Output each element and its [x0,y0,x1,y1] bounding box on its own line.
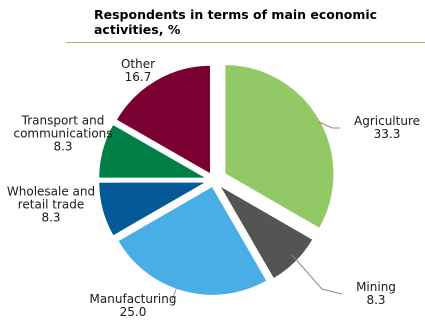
slice-category-label: Other [121,57,155,71]
chart-title: Respondents in terms of main economic ac… [94,7,378,37]
pie-slice-other [114,63,212,177]
title-divider [66,42,425,43]
slice-category-label: Mining [356,280,396,294]
slice-value-label: 16.7 [125,70,152,84]
slice-value-label: 25.0 [120,305,147,319]
pie-slice-wholesale-and-retail-trade [97,180,212,238]
pie-slice-manufacturing [115,184,269,297]
slice-value-label: 33.3 [374,127,401,141]
slice-category-label: Manufacturing [90,292,177,306]
leader-line-agriculture [318,121,340,129]
leader-line-mining [291,254,343,295]
pie-slice-agriculture [223,62,336,231]
slice-value-label: 8.3 [41,211,60,225]
slice-category-label: Agriculture [354,114,420,128]
slice-category-label: Transport and [21,114,105,128]
slice-category-label: Wholesale and [7,185,95,199]
pie-slice-transport-and-communications [97,122,212,180]
slice-category-label: retail trade [18,198,85,212]
slice-value-label: 8.3 [366,293,385,307]
leader-line-manufacturing [171,283,179,301]
pie-slice-mining [215,181,315,281]
slice-value-label: 8.3 [53,140,72,154]
slice-category-label: communications [13,127,112,141]
